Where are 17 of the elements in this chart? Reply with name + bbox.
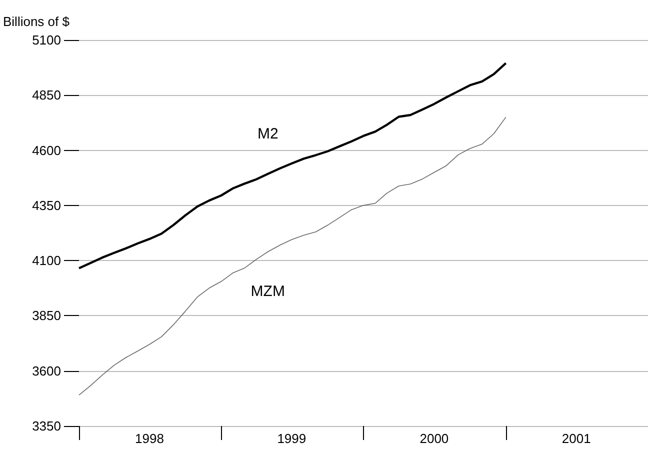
y-axis-title: Billions of $ [3,14,70,29]
y-tick-label: 4100 [32,253,61,268]
y-tick-label: 3850 [32,308,61,324]
series-label: M2 [257,125,278,142]
x-tick-label: 2001 [562,431,591,446]
line-series [78,116,506,396]
series-label: MZM [250,283,285,300]
y-tick-label: 3350 [32,418,61,434]
y-tick-label: 4850 [32,88,61,103]
y-tick-label: 3600 [32,363,61,378]
x-tick-label: 2000 [420,431,449,446]
y-tick-label: 5100 [32,32,61,48]
y-tick-label: 4350 [32,198,61,213]
x-tick-label: 1999 [277,431,306,446]
y-tick-label: 4600 [32,142,61,158]
line-series [78,62,507,270]
x-tick-label: 1998 [135,431,164,446]
